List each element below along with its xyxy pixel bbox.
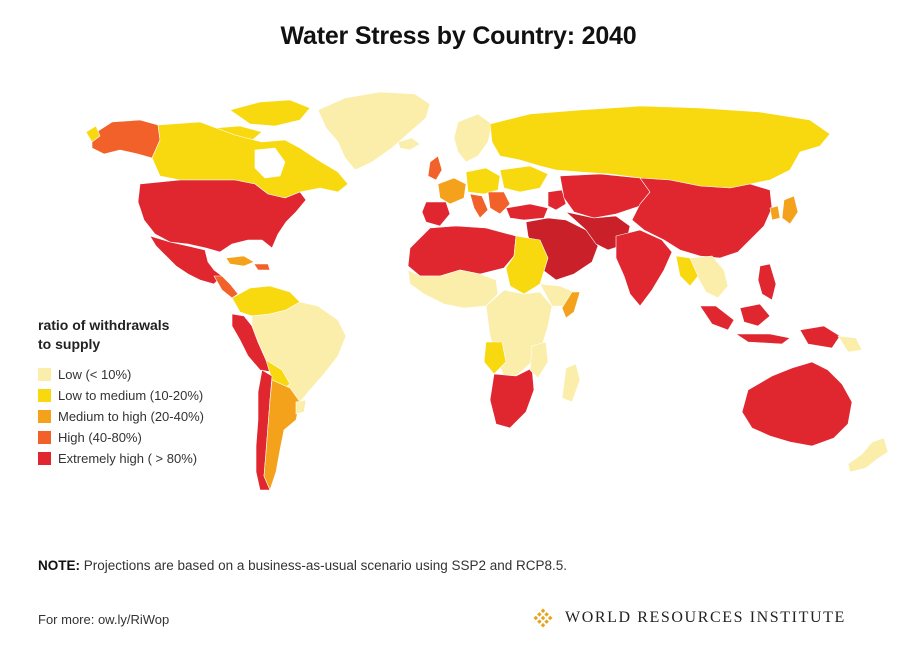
region-iceland bbox=[397, 137, 421, 151]
note-prefix: NOTE: bbox=[38, 558, 80, 573]
region-myanmar bbox=[675, 255, 699, 287]
region-caucasus bbox=[547, 189, 567, 211]
region-western-europe bbox=[437, 177, 467, 205]
region-west-africa bbox=[407, 269, 499, 309]
footnote: NOTE: Projections are based on a busines… bbox=[38, 558, 567, 573]
region-alaska bbox=[91, 119, 161, 159]
legend-title-line1: ratio of withdrawals bbox=[38, 317, 170, 333]
region-brazil bbox=[251, 301, 347, 403]
legend-swatch-high bbox=[38, 431, 51, 444]
region-hudson-bay bbox=[254, 147, 286, 179]
region-png-east bbox=[837, 335, 863, 353]
legend-label-medium-high: Medium to high (20-40%) bbox=[58, 409, 204, 424]
wri-logo: WORLD RESOURCES INSTITUTE bbox=[529, 603, 846, 633]
legend-item-medium-high: Medium to high (20-40%) bbox=[38, 406, 238, 427]
region-turkey bbox=[505, 203, 549, 221]
region-arctic-islands bbox=[229, 99, 311, 127]
legend-label-high: High (40-80%) bbox=[58, 430, 142, 445]
logo-diamond bbox=[540, 622, 546, 628]
legend-swatch-low-medium bbox=[38, 389, 51, 402]
legend-title: ratio of withdrawals to supply bbox=[38, 316, 238, 354]
region-scandinavia bbox=[453, 113, 493, 163]
region-caribbean-2 bbox=[253, 263, 271, 271]
legend-label-extremely-high: Extremely high ( > 80%) bbox=[58, 451, 198, 466]
region-indonesia-3 bbox=[735, 333, 791, 345]
region-indonesia-2 bbox=[739, 303, 771, 327]
legend-item-low-medium: Low to medium (10-20%) bbox=[38, 385, 238, 406]
note-text: Projections are based on a business-as-u… bbox=[80, 558, 568, 573]
legend-swatch-low bbox=[38, 368, 51, 381]
legend-label-low: Low (< 10%) bbox=[58, 367, 132, 382]
region-canada bbox=[151, 121, 349, 199]
region-japan bbox=[781, 195, 799, 225]
logo-diamond bbox=[537, 612, 542, 617]
legend-swatch-medium-high bbox=[38, 410, 51, 423]
logo-diamond bbox=[537, 619, 542, 624]
region-new-zealand bbox=[847, 437, 889, 473]
region-indonesia-1 bbox=[699, 305, 735, 331]
logo-diamond bbox=[547, 615, 553, 621]
region-central-america bbox=[213, 275, 239, 299]
region-alaska-west bbox=[85, 125, 101, 143]
logo-diamond bbox=[540, 615, 546, 621]
wri-name: WORLD RESOURCES INSTITUTE bbox=[565, 609, 846, 626]
logo-diamond bbox=[540, 608, 546, 614]
legend-item-extremely-high: Extremely high ( > 80%) bbox=[38, 448, 238, 469]
region-ukraine bbox=[499, 165, 549, 193]
region-central-asia bbox=[559, 173, 651, 219]
region-new-guinea bbox=[799, 325, 841, 349]
page-title: Water Stress by Country: 2040 bbox=[280, 22, 637, 50]
logo-diamond bbox=[533, 615, 539, 621]
region-greenland bbox=[317, 91, 431, 171]
region-china bbox=[631, 177, 773, 259]
region-north-africa bbox=[407, 225, 517, 277]
legend-swatch-extremely-high bbox=[38, 452, 51, 465]
logo-diamond bbox=[544, 619, 549, 624]
region-southern-africa bbox=[489, 367, 535, 429]
region-india bbox=[615, 229, 673, 307]
wri-diamond-logo-icon bbox=[533, 608, 553, 628]
logo-diamond bbox=[544, 612, 549, 617]
region-southeast-asia bbox=[689, 255, 729, 299]
region-usa bbox=[137, 179, 307, 253]
map-legend: ratio of withdrawals to supply Low (< 10… bbox=[38, 316, 238, 469]
region-korea bbox=[769, 205, 781, 221]
region-australia bbox=[741, 361, 853, 447]
legend-item-high: High (40-80%) bbox=[38, 427, 238, 448]
region-angola bbox=[483, 341, 507, 375]
region-caribbean bbox=[225, 255, 255, 267]
region-italy bbox=[469, 193, 489, 219]
legend-title-line2: to supply bbox=[38, 336, 101, 352]
region-mozambique bbox=[529, 341, 549, 379]
region-madagascar bbox=[561, 363, 581, 403]
world-map bbox=[85, 91, 889, 491]
for-more-link[interactable]: For more: ow.ly/RiWop bbox=[38, 612, 170, 627]
legend-item-low: Low (< 10%) bbox=[38, 364, 238, 385]
region-uk bbox=[427, 155, 443, 181]
region-somalia bbox=[561, 291, 581, 319]
region-balkans bbox=[487, 191, 511, 215]
region-philippines bbox=[757, 263, 777, 301]
region-uruguay bbox=[295, 399, 307, 415]
region-central-europe bbox=[465, 167, 501, 195]
legend-label-low-medium: Low to medium (10-20%) bbox=[58, 388, 204, 403]
region-iberia bbox=[421, 201, 451, 227]
